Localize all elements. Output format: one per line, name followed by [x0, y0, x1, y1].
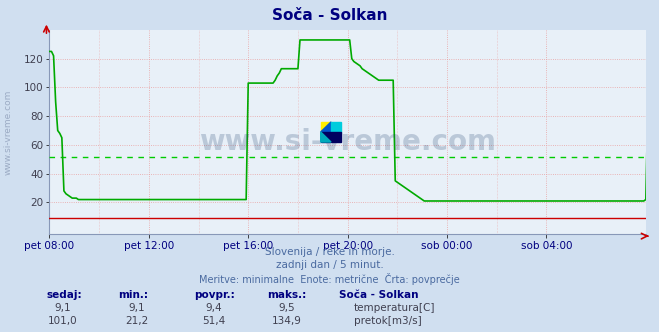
Polygon shape: [321, 122, 331, 132]
Text: maks.:: maks.:: [267, 290, 306, 300]
Text: Slovenija / reke in morje.: Slovenija / reke in morje.: [264, 247, 395, 257]
Text: 101,0: 101,0: [48, 316, 77, 326]
Bar: [321, 132, 341, 142]
Polygon shape: [321, 132, 331, 142]
Text: pretok[m3/s]: pretok[m3/s]: [354, 316, 422, 326]
Text: sedaj:: sedaj:: [46, 290, 82, 300]
Text: 21,2: 21,2: [125, 316, 149, 326]
Text: min.:: min.:: [119, 290, 149, 300]
Text: temperatura[C]: temperatura[C]: [354, 303, 436, 313]
Text: www.si-vreme.com: www.si-vreme.com: [199, 128, 496, 156]
Text: 9,5: 9,5: [278, 303, 295, 313]
Text: zadnji dan / 5 minut.: zadnji dan / 5 minut.: [275, 260, 384, 270]
Text: povpr.:: povpr.:: [194, 290, 235, 300]
Text: www.si-vreme.com: www.si-vreme.com: [3, 90, 13, 176]
Text: Soča - Solkan: Soča - Solkan: [339, 290, 419, 300]
Text: 51,4: 51,4: [202, 316, 226, 326]
Text: 134,9: 134,9: [272, 316, 302, 326]
Text: 9,1: 9,1: [54, 303, 71, 313]
Text: Meritve: minimalne  Enote: metrične  Črta: povprečje: Meritve: minimalne Enote: metrične Črta:…: [199, 273, 460, 285]
Polygon shape: [331, 122, 341, 132]
Text: 9,4: 9,4: [206, 303, 223, 313]
Text: 9,1: 9,1: [129, 303, 146, 313]
Text: Soča - Solkan: Soča - Solkan: [272, 8, 387, 23]
Polygon shape: [321, 122, 331, 132]
